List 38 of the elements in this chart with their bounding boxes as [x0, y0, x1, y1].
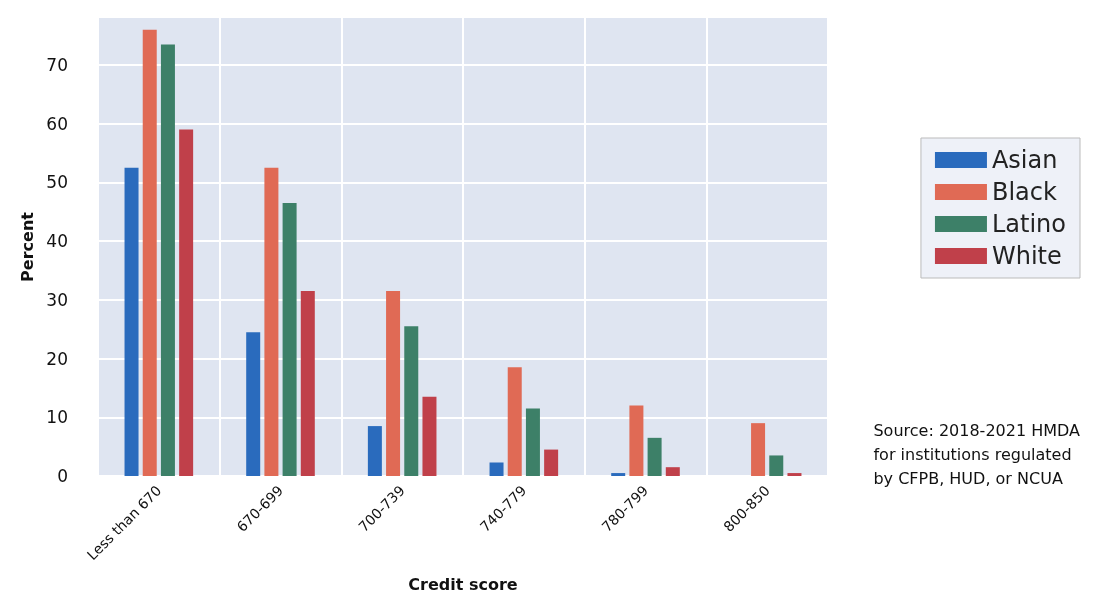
bar — [665, 467, 680, 476]
legend-label: White — [991, 242, 1062, 270]
bar — [367, 426, 382, 476]
y-tick-label: 0 — [57, 466, 68, 486]
bar — [404, 326, 419, 476]
y-tick-label: 40 — [46, 231, 68, 252]
y-axis-title: Percent — [17, 211, 37, 282]
bar — [544, 449, 559, 476]
bar — [300, 291, 315, 476]
y-tick-label: 70 — [46, 54, 68, 75]
y-tick-label: 50 — [46, 172, 68, 193]
source-note: Source: 2018-2021 HMDA for institutions regulated by CFPB, HUD, or NCUA — [873, 420, 1081, 488]
bar — [264, 167, 279, 476]
bar — [386, 291, 401, 476]
bar — [282, 202, 297, 476]
y-tick-label: 10 — [46, 407, 68, 428]
bar — [611, 473, 626, 476]
bar — [629, 405, 644, 476]
legend-label: Latino — [991, 210, 1067, 238]
y-tick-label: 30 — [46, 289, 68, 310]
bar — [160, 44, 175, 476]
bar — [124, 167, 139, 476]
bar — [422, 396, 437, 476]
bar — [246, 332, 261, 476]
bar — [751, 423, 766, 476]
bar — [507, 367, 522, 476]
y-tick-label: 60 — [46, 113, 68, 134]
bar — [787, 473, 802, 476]
bar — [769, 455, 784, 476]
legend-label: Black — [991, 178, 1057, 206]
bar — [525, 408, 540, 476]
bar — [647, 437, 662, 476]
bar — [142, 29, 157, 476]
bar — [489, 462, 504, 476]
x-axis-title: Credit score — [408, 574, 518, 594]
bar — [179, 129, 194, 476]
legend-label: Asian — [991, 146, 1058, 174]
y-tick-label: 20 — [46, 348, 68, 369]
